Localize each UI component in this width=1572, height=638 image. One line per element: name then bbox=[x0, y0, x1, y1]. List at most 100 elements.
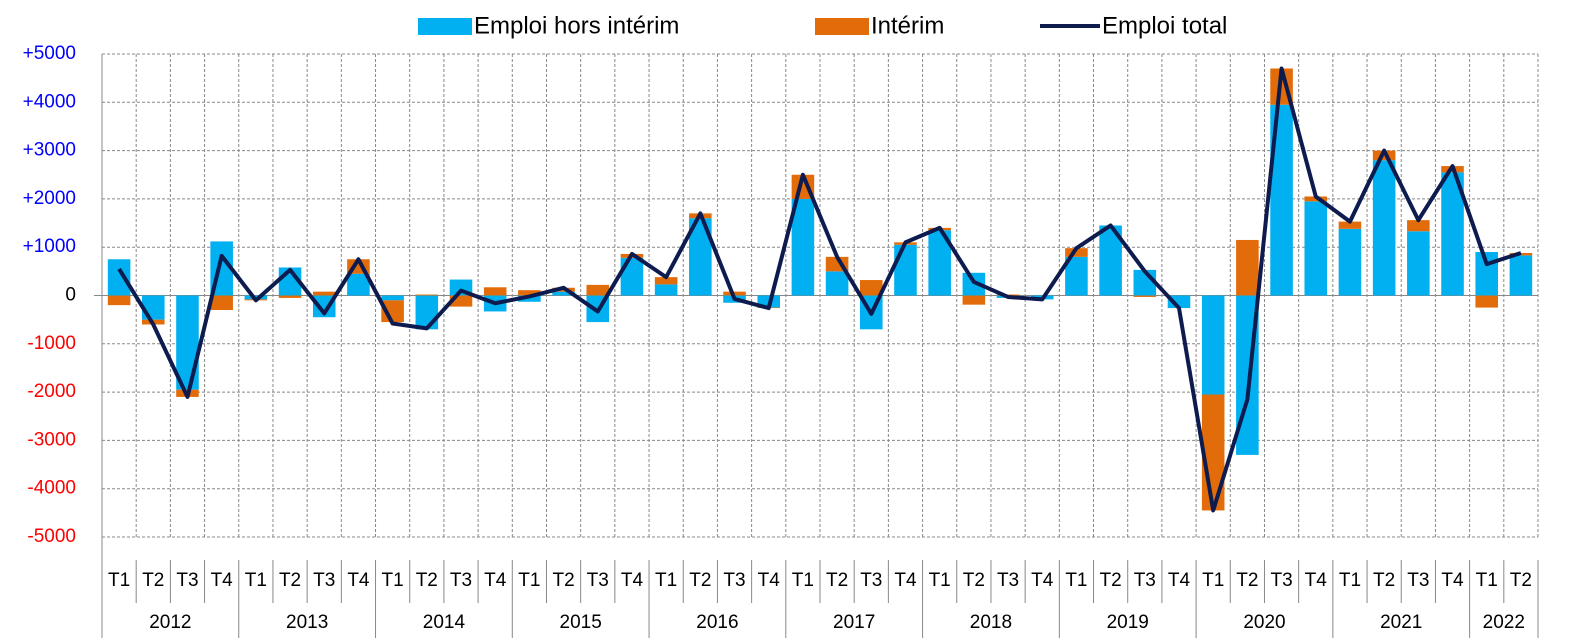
bar bbox=[518, 295, 541, 302]
x-tick-label: T1 bbox=[518, 570, 540, 591]
x-tick-label: T4 bbox=[1441, 570, 1464, 591]
y-tick-label: -4000 bbox=[27, 478, 76, 499]
y-tick-label: +1000 bbox=[23, 236, 76, 257]
x-tick-label: T3 bbox=[860, 570, 882, 591]
x-group-label: 2015 bbox=[560, 612, 602, 633]
y-tick-label: -5000 bbox=[27, 526, 76, 547]
x-tick-label: T1 bbox=[792, 570, 814, 591]
x-group-label: 2020 bbox=[1243, 612, 1285, 633]
bar bbox=[1270, 104, 1293, 296]
legend-swatch bbox=[418, 18, 472, 35]
x-group-label: 2022 bbox=[1483, 612, 1525, 633]
bar bbox=[1099, 225, 1122, 296]
bar bbox=[586, 284, 610, 296]
x-tick-label: T2 bbox=[689, 570, 711, 591]
bar bbox=[1338, 221, 1362, 229]
x-tick-label: T2 bbox=[1236, 570, 1258, 591]
bar bbox=[791, 198, 815, 296]
legend-label: Emploi total bbox=[1102, 12, 1227, 39]
y-tick-label: +3000 bbox=[23, 140, 76, 161]
bar bbox=[1065, 248, 1088, 257]
x-tick-label: T1 bbox=[1339, 570, 1361, 591]
x-group-label: 2012 bbox=[149, 612, 191, 633]
x-tick-label: T3 bbox=[176, 570, 198, 591]
x-group-label: 2014 bbox=[423, 612, 466, 633]
x-tick-label: T4 bbox=[621, 570, 644, 591]
bar bbox=[210, 295, 233, 310]
bar bbox=[654, 277, 678, 285]
x-group-label: 2021 bbox=[1380, 612, 1422, 633]
x-tick-label: T3 bbox=[1270, 570, 1292, 591]
x-tick-label: T1 bbox=[1202, 570, 1224, 591]
x-tick-label: T3 bbox=[997, 570, 1019, 591]
legend-label: Emploi hors intérim bbox=[474, 12, 679, 39]
x-tick-label: T1 bbox=[245, 570, 267, 591]
x-tick-label: T4 bbox=[894, 570, 917, 591]
x-tick-label: T2 bbox=[963, 570, 985, 591]
x-tick-label: T4 bbox=[1031, 570, 1054, 591]
line bbox=[117, 66, 1522, 513]
x-tick-label: T1 bbox=[1476, 570, 1498, 591]
bar bbox=[415, 294, 439, 296]
bar bbox=[860, 280, 883, 296]
legend-swatch bbox=[815, 18, 869, 35]
x-tick-label: T3 bbox=[450, 570, 472, 591]
x-tick-label: T3 bbox=[723, 570, 745, 591]
bar bbox=[1372, 150, 1396, 161]
bar bbox=[654, 284, 678, 296]
x-group-label: 2013 bbox=[286, 612, 328, 633]
bar bbox=[552, 291, 575, 296]
bar bbox=[1372, 160, 1396, 296]
x-tick-label: T2 bbox=[1373, 570, 1395, 591]
bar bbox=[1133, 295, 1157, 297]
x-tick-label: T3 bbox=[313, 570, 335, 591]
bar bbox=[107, 295, 131, 306]
bar bbox=[962, 295, 986, 305]
bar bbox=[449, 295, 473, 307]
y-tick-label: +5000 bbox=[23, 43, 76, 64]
bar bbox=[1407, 220, 1430, 232]
x-tick-label: T4 bbox=[211, 570, 234, 591]
bar bbox=[928, 230, 951, 296]
bar bbox=[381, 295, 404, 301]
x-tick-label: T2 bbox=[826, 570, 848, 591]
x-tick-label: T4 bbox=[1305, 570, 1328, 591]
x-group-label: 2016 bbox=[696, 612, 738, 633]
bar bbox=[1441, 172, 1464, 296]
y-tick-label: -2000 bbox=[27, 381, 76, 402]
bar bbox=[689, 218, 712, 296]
bar bbox=[1407, 231, 1430, 296]
y-tick-label: -3000 bbox=[27, 429, 76, 450]
x-group-label: 2017 bbox=[833, 612, 875, 633]
bar bbox=[415, 295, 439, 330]
bar bbox=[1338, 228, 1362, 296]
x-tick-label: T2 bbox=[552, 570, 574, 591]
x-tick-label: T2 bbox=[142, 570, 164, 591]
x-group-label: 2018 bbox=[970, 612, 1012, 633]
x-tick-label: T1 bbox=[929, 570, 951, 591]
x-tick-label: T3 bbox=[1407, 570, 1429, 591]
bar bbox=[518, 290, 541, 296]
bar bbox=[142, 295, 165, 320]
x-tick-label: T3 bbox=[587, 570, 609, 591]
bar bbox=[1236, 239, 1259, 296]
x-tick-label: T2 bbox=[279, 570, 301, 591]
x-tick-label: T2 bbox=[1510, 570, 1532, 591]
x-tick-label: T1 bbox=[382, 570, 404, 591]
bar bbox=[825, 271, 849, 296]
bar bbox=[483, 287, 507, 296]
x-tick-label: T1 bbox=[108, 570, 130, 591]
bar bbox=[1065, 256, 1088, 296]
bar bbox=[107, 259, 131, 296]
x-tick-label: T2 bbox=[1100, 570, 1122, 591]
bar bbox=[312, 291, 336, 296]
bar bbox=[1475, 295, 1498, 308]
y-tick-label: +2000 bbox=[23, 188, 76, 209]
x-tick-label: T4 bbox=[758, 570, 781, 591]
bar bbox=[894, 244, 917, 296]
x-tick-label: T4 bbox=[347, 570, 370, 591]
bar bbox=[1304, 201, 1328, 296]
x-tick-label: T3 bbox=[1134, 570, 1156, 591]
